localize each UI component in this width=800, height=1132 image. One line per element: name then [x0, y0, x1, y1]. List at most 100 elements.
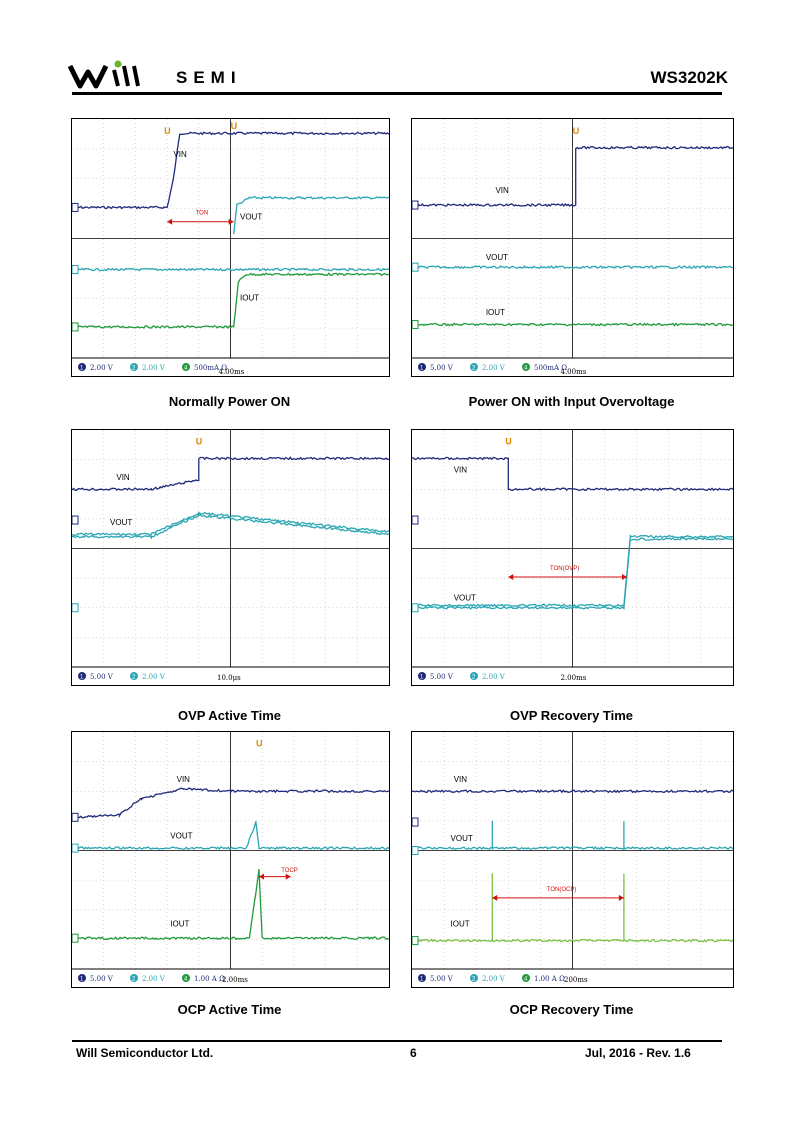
channel-scale: 2.00 V — [142, 673, 166, 681]
channel-ground-marker — [72, 515, 79, 525]
trace-label-vout: VOUT — [486, 253, 508, 262]
company-logo: SEMI — [67, 60, 258, 92]
channel-badge-icon — [418, 363, 426, 371]
timebase-label: 4.00ms — [561, 368, 587, 376]
channel-badge-icon — [182, 363, 190, 371]
figure-caption: OVP Active Time — [177, 708, 282, 723]
svg-text:4: 4 — [524, 366, 528, 372]
svg-text:2: 2 — [472, 366, 476, 372]
channel-ground-marker — [72, 202, 79, 212]
channel-ground-marker — [412, 603, 419, 613]
channel-ground-marker — [72, 265, 79, 275]
channel-scale: 2.00 V — [482, 673, 506, 681]
trace-label-vin: VIN — [116, 473, 130, 482]
channel-scale: 5.00 V — [430, 975, 454, 983]
channel-scale: 2.00 V — [482, 364, 506, 372]
channel-scale: 5.00 V — [90, 975, 114, 983]
trace-label-vout: VOUT — [110, 518, 132, 527]
header-divider — [72, 92, 722, 95]
scope-capture: U U VIN VOUT IOUT TON 1 2.00 V 2 2.00 V 4 500mA Ω 4.… — [71, 118, 390, 377]
annotation-label: TON(OVP) — [550, 566, 579, 572]
channel-ground-marker — [72, 843, 79, 853]
waveform-iout — [72, 272, 389, 330]
channel-scale: 2.00 V — [90, 364, 114, 372]
waveform-vin — [412, 456, 733, 492]
svg-text:2: 2 — [472, 675, 476, 681]
oscilloscope-trace: U VIN VOUT IOUT TOCP 1 5.00 V 2 2.00 V 4 1.00 A Ω2… — [72, 732, 389, 984]
channel-badge-icon — [470, 672, 478, 680]
svg-text:1: 1 — [420, 977, 424, 983]
channel-ground-marker — [412, 200, 419, 210]
footer-page-number: 6 — [410, 1046, 417, 1060]
figure-caption: OVP Recovery Time — [509, 708, 634, 723]
oscilloscope-trace: U VIN VOUT 1 5.00 V 2 2.00 V 10.0μs — [72, 430, 389, 682]
waveform-vout — [72, 511, 389, 537]
svg-text:1: 1 — [80, 977, 84, 983]
channel-scale: 2.00 V — [142, 364, 166, 372]
svg-text:1: 1 — [80, 366, 84, 372]
oscilloscope-trace: U U VIN VOUT IOUT TON 1 2.00 V 2 2.00 V 4 500mA Ω4.… — [72, 119, 389, 376]
waveform-vout — [72, 512, 389, 540]
channel-ground-marker — [412, 817, 419, 827]
channel-ground-marker — [412, 936, 419, 946]
scope-capture: U VIN VOUT TON(OVP) 1 5.00 V 2 2.00 V 2.00ms — [411, 429, 734, 686]
footer-company: Will Semiconductor Ltd. — [76, 1046, 214, 1060]
waveform-vin — [72, 131, 389, 210]
channel-badge-icon — [78, 672, 86, 680]
channel-ground-marker — [412, 320, 419, 330]
channel-scale: 5.00 V — [430, 673, 454, 681]
svg-text:4: 4 — [184, 366, 188, 372]
trace-label-vin: VIN — [454, 775, 468, 784]
channel-badge-icon — [78, 363, 86, 371]
waveform-vin — [412, 145, 733, 208]
svg-text:2: 2 — [472, 977, 476, 983]
oscilloscope-trace: U VIN VOUT IOUT 1 5.00 V 2 2.00 V 4 500mA Ω4.00ms — [412, 119, 733, 376]
timebase-label: 4.00ms — [219, 368, 245, 376]
figure-caption: Power ON with Input Overvoltage — [468, 394, 675, 409]
figure-caption: OCP Active Time — [177, 1002, 282, 1017]
trace-label-iout: IOUT — [240, 294, 259, 303]
channel-ground-marker — [412, 515, 419, 525]
channel-badge-icon — [470, 363, 478, 371]
trace-label-iout: IOUT — [451, 919, 470, 928]
trace-label-vout: VOUT — [240, 212, 262, 221]
footer-divider — [72, 1040, 722, 1042]
channel-scale: 1.00 A Ω — [194, 975, 225, 983]
trigger-marker-icon: U — [573, 126, 580, 136]
waveform-vin — [72, 787, 389, 819]
annotation-label: TON(OCP) — [547, 887, 577, 893]
trace-label-vout: VOUT — [451, 834, 473, 843]
svg-text:4: 4 — [524, 977, 528, 983]
svg-text:1: 1 — [420, 366, 424, 372]
timebase-label: 200ms — [564, 976, 588, 984]
channel-badge-icon — [130, 363, 138, 371]
trigger-marker-icon: U — [164, 126, 171, 136]
waveform-vout — [412, 534, 733, 608]
scope-capture: VIN VOUT IOUT TON(OCP) 1 5.00 V 2 2.00 V 4 1.00 A… — [411, 731, 734, 988]
trace-label-vout: VOUT — [454, 594, 476, 603]
timebase-label: 10.0μs — [217, 674, 241, 682]
scope-capture: U VIN VOUT 1 5.00 V 2 2.00 V 10.0μs — [71, 429, 390, 686]
channel-ground-marker — [72, 812, 79, 822]
trace-label-vin: VIN — [454, 466, 468, 475]
channel-badge-icon — [182, 974, 190, 982]
waveform-vin — [72, 456, 389, 491]
timebase-label: 2.00ms — [222, 976, 248, 984]
timebase-label: 2.00ms — [561, 674, 587, 682]
channel-badge-icon — [470, 974, 478, 982]
figure-caption: OCP Recovery Time — [509, 1002, 634, 1017]
trace-label-iout: IOUT — [170, 919, 189, 928]
svg-text:4: 4 — [184, 977, 188, 983]
trigger-marker-icon: U — [196, 437, 203, 447]
oscilloscope-trace: VIN VOUT IOUT TON(OCP) 1 5.00 V 2 2.00 V 4 1.00 A… — [412, 732, 733, 984]
channel-scale: 1.00 A Ω — [534, 975, 565, 983]
channel-badge-icon — [130, 974, 138, 982]
part-number: WS3202K — [650, 68, 728, 87]
svg-text:2: 2 — [132, 977, 136, 983]
trace-label-vin: VIN — [173, 150, 187, 159]
channel-badge-icon — [78, 974, 86, 982]
waveform-vout — [412, 537, 733, 610]
waveform-iout — [412, 322, 733, 327]
annotation-label: TOCP — [281, 868, 298, 874]
